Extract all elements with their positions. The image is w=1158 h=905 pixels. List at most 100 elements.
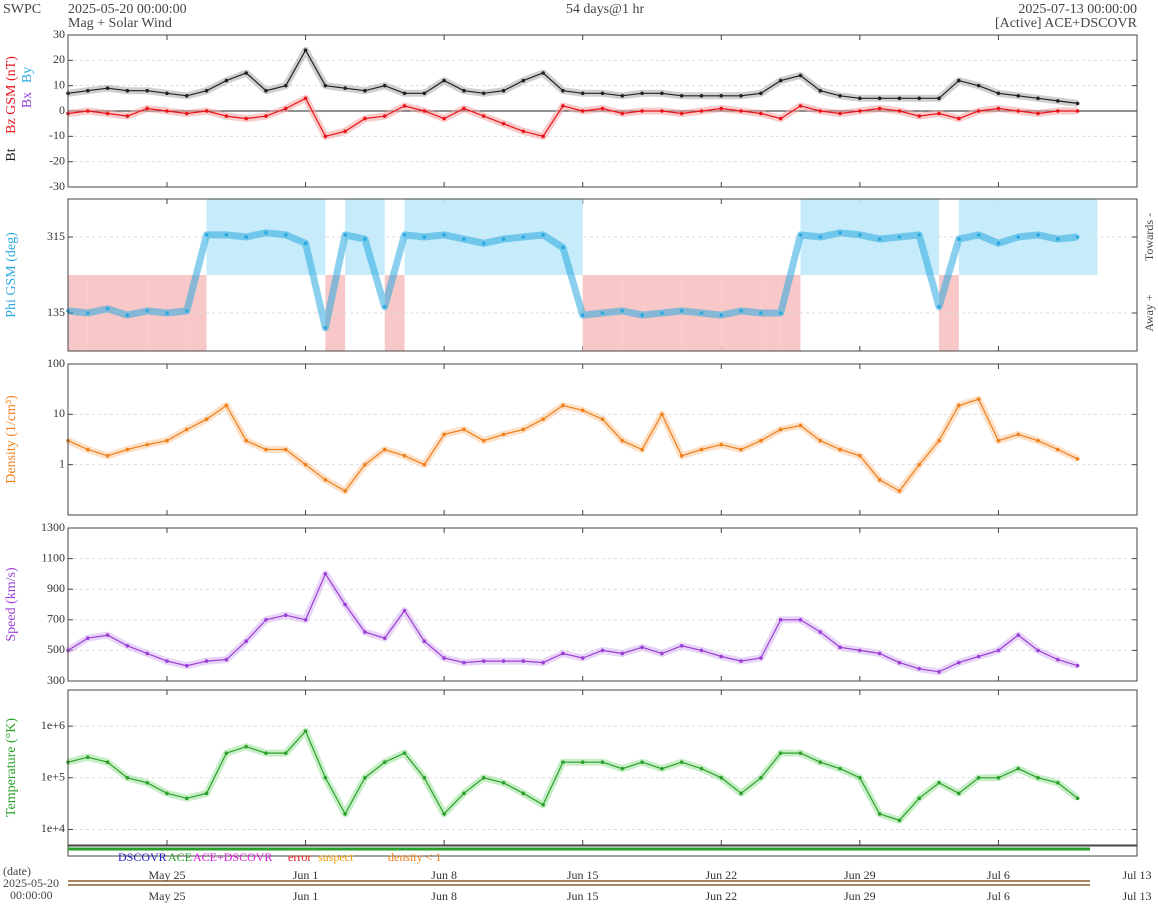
data-point (679, 454, 684, 458)
data-point (620, 651, 625, 656)
data-point (838, 766, 842, 771)
data-point (462, 88, 466, 93)
data-point (897, 235, 902, 239)
y-axis-label: Bz GSM (nT) (4, 56, 19, 134)
data-point (481, 91, 486, 96)
data-point (283, 447, 288, 452)
y-tick-label: 30 (53, 27, 65, 41)
series-shade (67, 229, 1078, 332)
panel-frame (67, 363, 1138, 516)
data-point (640, 91, 644, 96)
start-time: 2025-05-20 00:00:00 (68, 2, 187, 17)
data-point (957, 403, 961, 408)
sector-band (543, 199, 563, 275)
data-point (660, 109, 664, 113)
y-tick-label: 300 (47, 673, 65, 687)
data-point (501, 432, 506, 437)
data-point (917, 796, 922, 801)
y-tick-label: 1e+5 (41, 770, 65, 784)
x-tick-label: Jul 6 (987, 868, 1010, 882)
data-point (620, 766, 625, 771)
data-point (382, 114, 387, 118)
status-legend: density < 1 (388, 850, 441, 864)
data-point (363, 116, 367, 121)
data-point (402, 608, 407, 613)
data-point (184, 427, 189, 432)
data-point (818, 760, 823, 765)
data-point (343, 489, 347, 493)
data-point (798, 423, 803, 428)
data-point (739, 109, 743, 113)
data-point (244, 71, 248, 75)
data-point (600, 648, 605, 653)
data-point (105, 633, 110, 637)
data-point (917, 233, 922, 237)
series-line (67, 48, 1078, 104)
sector-label: Away + (1142, 294, 1156, 332)
data-point (798, 751, 803, 755)
panel-frame (67, 689, 1138, 846)
data-point (561, 245, 565, 250)
data-point (719, 313, 724, 317)
data-point (105, 760, 110, 765)
data-point (1016, 109, 1021, 113)
data-point (1056, 657, 1060, 662)
data-point (165, 438, 169, 443)
y-axis-label: Temperature (°K) (4, 718, 19, 817)
data-point (343, 233, 347, 237)
data-point (363, 88, 367, 93)
data-point (1036, 438, 1040, 443)
series-shade (67, 727, 1080, 824)
data-point (1036, 233, 1040, 237)
span: 54 days@1 hr (566, 2, 645, 17)
data-point (323, 134, 328, 139)
data-point (620, 309, 625, 313)
y-tick-label: 1 (59, 456, 65, 470)
data-point (976, 233, 981, 237)
date-axis-start: 2025-05-20 (3, 876, 59, 890)
data-point (165, 659, 169, 663)
data-point (858, 233, 862, 237)
series-shade (66, 395, 1080, 495)
data-point (481, 114, 486, 118)
data-point (521, 659, 526, 663)
data-point (1016, 432, 1021, 437)
data-point (462, 427, 466, 432)
data-point (937, 780, 941, 785)
data-point (184, 309, 189, 313)
data-point (917, 114, 922, 118)
data-point (125, 88, 130, 93)
x-tick-label: Jun 1 (293, 889, 319, 903)
data-point (660, 766, 664, 771)
data-point (145, 309, 149, 313)
data-point (561, 88, 565, 93)
data-point (976, 83, 981, 88)
y-tick-label: 1300 (41, 520, 65, 534)
x-tick-label: May 25 (148, 868, 185, 882)
data-point (303, 241, 308, 246)
data-point (303, 729, 308, 733)
data-point (818, 438, 823, 443)
data-point (541, 233, 545, 237)
data-point (620, 111, 625, 116)
data-point (224, 403, 229, 408)
data-point (264, 618, 268, 622)
data-point (283, 106, 288, 111)
data-point (125, 313, 130, 317)
data-point (858, 96, 862, 101)
data-point (442, 656, 446, 660)
data-point (937, 304, 941, 309)
data-point (897, 109, 902, 113)
data-point (877, 96, 882, 101)
data-point (363, 237, 367, 241)
data-point (699, 766, 704, 771)
data-point (580, 109, 585, 113)
data-point (640, 447, 644, 452)
data-point (600, 91, 605, 96)
data-point (759, 91, 763, 96)
data-point (204, 88, 209, 93)
y-tick-label: 100 (47, 356, 65, 370)
data-point (382, 304, 387, 309)
